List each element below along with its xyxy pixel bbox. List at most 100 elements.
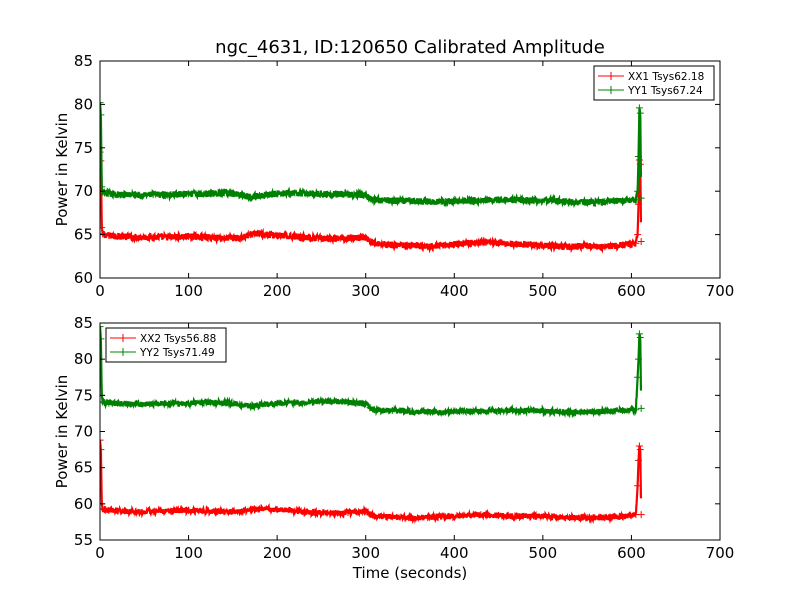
legend-label: YY1 Tsys67.24: [627, 85, 703, 97]
data-point-marker: [601, 407, 609, 415]
data-point-marker: [100, 323, 104, 331]
x-axis-label: Time (seconds): [352, 564, 468, 582]
data-point-marker: [167, 191, 175, 199]
x-tick-label: 500: [529, 544, 558, 562]
y-tick-label: 70: [74, 423, 93, 441]
legend-label: XX2 Tsys56.88: [140, 333, 216, 345]
data-point-marker: [637, 238, 645, 246]
data-point-marker: [247, 402, 255, 410]
data-point-marker: [105, 399, 113, 407]
data-point-marker: [583, 198, 591, 206]
x-tick-label: 400: [440, 544, 469, 562]
data-point-marker: [424, 514, 432, 522]
data-point-marker: [619, 197, 627, 205]
y-tick-label: 65: [74, 459, 93, 477]
x-tick-label: 400: [440, 282, 469, 300]
x-tick-label: 700: [706, 544, 735, 562]
y-tick-label: 60: [74, 495, 93, 513]
data-point-marker: [634, 231, 642, 239]
data-point-marker: [185, 190, 193, 198]
data-point-marker: [247, 231, 255, 239]
data-point-marker: [634, 482, 642, 490]
data-point-marker: [635, 442, 643, 450]
data-point-marker: [388, 241, 396, 249]
y-tick-label: 70: [74, 182, 93, 200]
data-point-marker: [344, 509, 352, 517]
data-point-marker: [167, 399, 175, 407]
data-point-marker: [530, 512, 538, 520]
data-point-marker: [131, 191, 139, 199]
data-point-marker: [309, 190, 317, 198]
y-tick-label: 80: [74, 95, 93, 113]
data-point-marker: [247, 506, 255, 514]
data-point-marker: [371, 239, 379, 247]
data-point-marker: [114, 399, 122, 407]
x-tick-label: 500: [529, 282, 558, 300]
data-point-marker: [548, 513, 556, 521]
data-point-marker: [601, 514, 609, 522]
data-point-marker: [309, 398, 317, 406]
data-point-marker: [424, 198, 432, 206]
data-point-marker: [344, 234, 352, 242]
data-point-marker: [149, 400, 157, 408]
data-point-marker: [220, 189, 228, 197]
data-point-marker: [100, 399, 108, 407]
data-point-marker: [291, 507, 299, 515]
data-point-marker: [100, 183, 106, 191]
legend-marker: [119, 334, 127, 342]
data-point-marker: [366, 511, 374, 519]
data-point-marker: [619, 407, 627, 415]
legend: XX1 Tsys62.18 YY1 Tsys67.24: [593, 65, 715, 101]
x-tick-label: 300: [351, 544, 380, 562]
data-point-marker: [371, 406, 379, 414]
data-point-marker: [441, 408, 449, 416]
data-point-marker: [406, 197, 414, 205]
data-point-marker: [238, 508, 246, 516]
data-point-marker: [371, 512, 379, 520]
data-point-marker: [202, 190, 210, 198]
data-point-marker: [185, 232, 193, 240]
data-point-marker: [441, 198, 449, 206]
data-point-marker: [495, 196, 503, 204]
legend-marker: [607, 86, 615, 94]
data-point-marker: [530, 197, 538, 205]
data-point-marker: [167, 507, 175, 515]
x-tick-label: 200: [263, 544, 292, 562]
series-yy2: [100, 323, 645, 419]
data-point-marker: [238, 401, 246, 409]
y-tick-label: 75: [74, 386, 93, 404]
data-point-marker: [637, 194, 645, 202]
data-point-marker: [636, 109, 644, 117]
data-point-marker: [406, 242, 414, 250]
data-point-marker: [255, 401, 263, 409]
data-point-marker: [634, 373, 642, 381]
data-point-marker: [632, 406, 640, 414]
legend-label: YY2 Tsys71.49: [139, 347, 215, 359]
top-panel: 0 100 200 300 400 500 600 700 60 65 70 75 80 85 Power …: [53, 52, 734, 300]
series-xx1: [100, 148, 645, 254]
data-point-marker: [634, 187, 642, 195]
x-tick-label: 600: [617, 282, 646, 300]
data-point-marker: [149, 508, 157, 516]
data-point-marker: [583, 242, 591, 250]
y-axis-label: Power in Kelvin: [53, 375, 71, 489]
y-tick-label: 85: [74, 52, 93, 70]
data-point-marker: [636, 446, 644, 454]
y-axis-label: Power in Kelvin: [53, 113, 71, 227]
data-point-marker: [512, 240, 520, 248]
data-point-marker: [635, 355, 643, 363]
data-point-marker: [548, 407, 556, 415]
data-point-marker: [100, 436, 104, 444]
y-tick-label: 60: [74, 269, 93, 287]
data-point-marker: [548, 242, 556, 250]
data-point-marker: [635, 330, 643, 338]
data-point-marker: [344, 399, 352, 407]
x-tick-label: 600: [617, 544, 646, 562]
data-point-marker: [220, 234, 228, 242]
data-point-marker: [149, 191, 157, 199]
x-tick-label: 200: [263, 282, 292, 300]
data-point-marker: [273, 399, 281, 407]
legend-marker: [607, 72, 615, 80]
data-point-marker: [512, 407, 520, 415]
data-point-marker: [635, 104, 643, 112]
